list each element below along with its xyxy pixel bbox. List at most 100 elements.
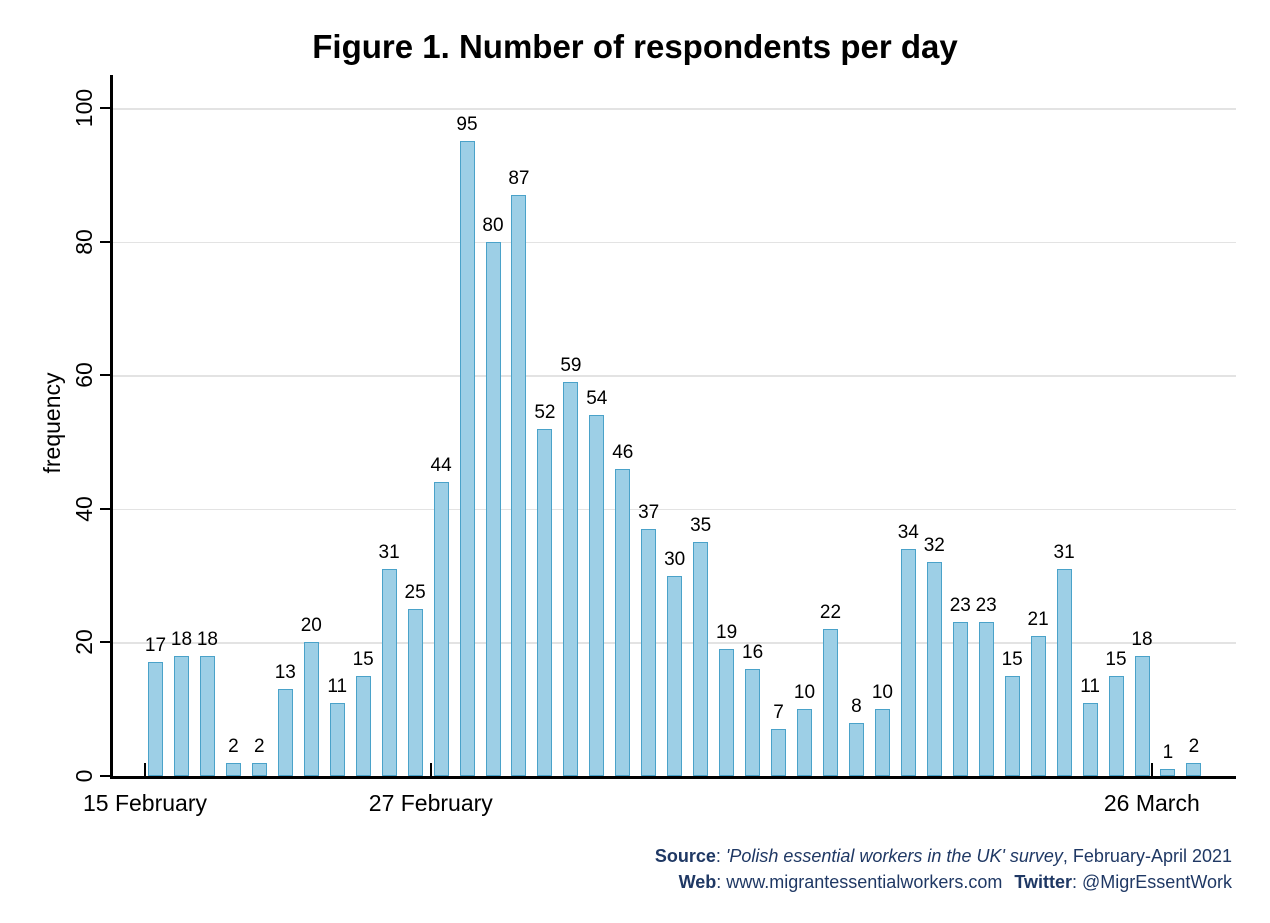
bar (667, 575, 683, 776)
bar-value-label: 2 (228, 735, 239, 757)
gridline (113, 241, 1236, 244)
bar-value-label: 10 (871, 682, 893, 704)
bar (589, 415, 605, 776)
source-note: Source: 'Polish essential workers in the… (655, 843, 1232, 895)
bar-value-label: 22 (819, 602, 842, 623)
bar-value-label: 25 (404, 582, 426, 603)
twitter-label: Twitter (1014, 872, 1073, 892)
bar (615, 468, 631, 776)
bar (1030, 635, 1046, 776)
bar-value-label: 15 (1105, 648, 1127, 670)
bar (355, 675, 371, 776)
gridline (113, 108, 1236, 110)
x-axis-line (110, 776, 1236, 779)
y-tick (100, 374, 110, 377)
bar-value-label: 7 (773, 702, 784, 724)
bar (485, 241, 501, 776)
bar (1108, 675, 1124, 776)
bar-value-label: 34 (897, 521, 919, 543)
bar-value-label: 37 (638, 501, 660, 523)
y-tick-label: 20 (71, 629, 97, 656)
bar-value-label: 13 (274, 662, 296, 684)
bar (407, 609, 423, 776)
bar (978, 622, 994, 776)
bar (329, 702, 345, 776)
bar (952, 622, 968, 776)
bar (1082, 702, 1098, 776)
bar-value-label: 95 (456, 114, 478, 136)
bar (174, 655, 189, 776)
gridline (113, 508, 1236, 511)
y-tick (100, 775, 110, 777)
x-tick-label: 15 February (82, 790, 207, 816)
source-period: , February-April 2021 (1062, 846, 1232, 866)
bar (745, 669, 761, 776)
bar-value-label: 44 (430, 455, 452, 477)
bar (537, 428, 553, 776)
bar (563, 381, 579, 776)
bar-value-label: 31 (1053, 541, 1075, 563)
y-tick-label: 40 (71, 496, 97, 522)
bar (303, 642, 319, 776)
bar-value-label: 87 (508, 167, 530, 189)
y-tick (100, 240, 110, 243)
bar-value-label: 35 (690, 515, 712, 537)
bar-value-label: 18 (196, 628, 218, 650)
bar-value-label: 80 (482, 214, 504, 236)
bar-value-label: 30 (664, 548, 686, 570)
x-tick (1150, 763, 1153, 776)
bar (797, 709, 812, 776)
bar (823, 629, 838, 776)
bar (771, 729, 786, 776)
bar-value-label: 10 (793, 682, 816, 704)
bar-value-label: 19 (716, 622, 738, 644)
x-tick-label: 27 February (368, 790, 493, 816)
y-tick (100, 641, 110, 644)
colon: : (715, 846, 726, 866)
bar (251, 762, 267, 776)
bar (693, 542, 709, 776)
x-tick (429, 763, 432, 776)
source-label: Source (654, 846, 716, 866)
bar-value-label: 46 (612, 441, 634, 463)
bar (641, 528, 657, 776)
bar (225, 762, 241, 776)
bar (381, 568, 397, 776)
bar (1134, 655, 1150, 776)
bar-value-label: 2 (254, 735, 265, 757)
chart-title: Figure 1. Number of respondents per day (312, 28, 958, 65)
bar (1160, 769, 1176, 776)
bar (1056, 568, 1072, 776)
bar (511, 194, 527, 776)
bar (848, 722, 864, 776)
twitter-handle: @MigrEssentWork (1082, 872, 1232, 892)
source-line: Source: 'Polish essential workers in the… (655, 843, 1232, 869)
x-tick-label: 26 March (1103, 790, 1200, 816)
bar-value-label: 23 (975, 595, 997, 617)
bar (719, 649, 735, 776)
y-tick (100, 507, 110, 510)
bar-value-label: 18 (1131, 628, 1153, 650)
bar-value-label: 15 (1001, 648, 1023, 670)
y-tick-label: 100 (71, 88, 97, 128)
web-url: www.migrantessentialworkers.com (726, 872, 1003, 892)
web-label: Web (678, 872, 717, 892)
bar-value-label: 2 (1188, 735, 1200, 757)
bar-value-label: 18 (170, 628, 193, 650)
bar-value-label: 32 (923, 535, 945, 557)
y-axis-line (110, 75, 113, 779)
bar-value-label: 23 (949, 595, 971, 617)
bar-value-label: 21 (1027, 608, 1049, 630)
bar-value-label: 17 (144, 635, 167, 657)
bar-value-label: 1 (1162, 742, 1174, 764)
bar (874, 709, 890, 776)
bar-value-label: 59 (560, 354, 582, 376)
y-tick-label: 60 (71, 362, 97, 388)
bar (926, 562, 942, 776)
bar-value-label: 11 (1080, 675, 1100, 697)
bar-value-label: 54 (586, 388, 608, 410)
bar-value-label: 20 (300, 615, 322, 637)
bar-value-label: 52 (534, 401, 556, 423)
